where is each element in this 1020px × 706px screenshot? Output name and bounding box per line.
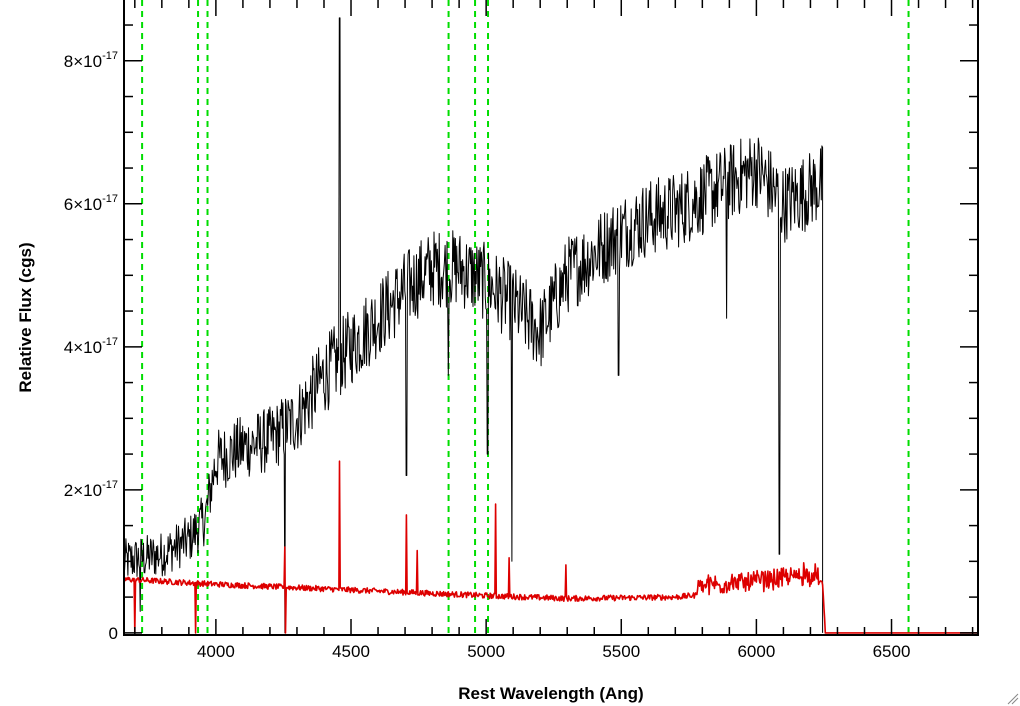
resize-grip-icon[interactable] xyxy=(1007,693,1019,705)
axis-ticks xyxy=(124,0,978,635)
x-tick-label: 4500 xyxy=(332,642,370,661)
x-axis-label: Rest Wavelength (Ang) xyxy=(458,684,643,703)
plot-frame xyxy=(123,0,979,636)
axis-tick-labels: 4000 4500 5000 5500 6000 650002×10-174×10-176… xyxy=(64,50,911,661)
x-tick-label: 5500 xyxy=(602,642,640,661)
x-tick-label: 6500 xyxy=(873,642,911,661)
series-layer xyxy=(123,17,979,634)
y-tick-label: 0 xyxy=(109,624,118,643)
x-tick-label: 6000 xyxy=(737,642,775,661)
series-line-spectrum xyxy=(123,17,824,634)
x-tick-label: 5000 xyxy=(467,642,505,661)
y-axis-label: Relative Flux (cgs) xyxy=(16,242,35,392)
reference-lines xyxy=(141,0,910,635)
series-line-error xyxy=(123,460,979,634)
x-tick-label: 4000 xyxy=(197,642,235,661)
